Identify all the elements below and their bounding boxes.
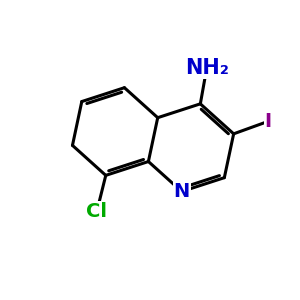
Text: I: I: [265, 112, 272, 131]
Text: Cl: Cl: [86, 202, 107, 220]
Text: N: N: [174, 182, 190, 201]
Text: NH₂: NH₂: [185, 58, 229, 78]
